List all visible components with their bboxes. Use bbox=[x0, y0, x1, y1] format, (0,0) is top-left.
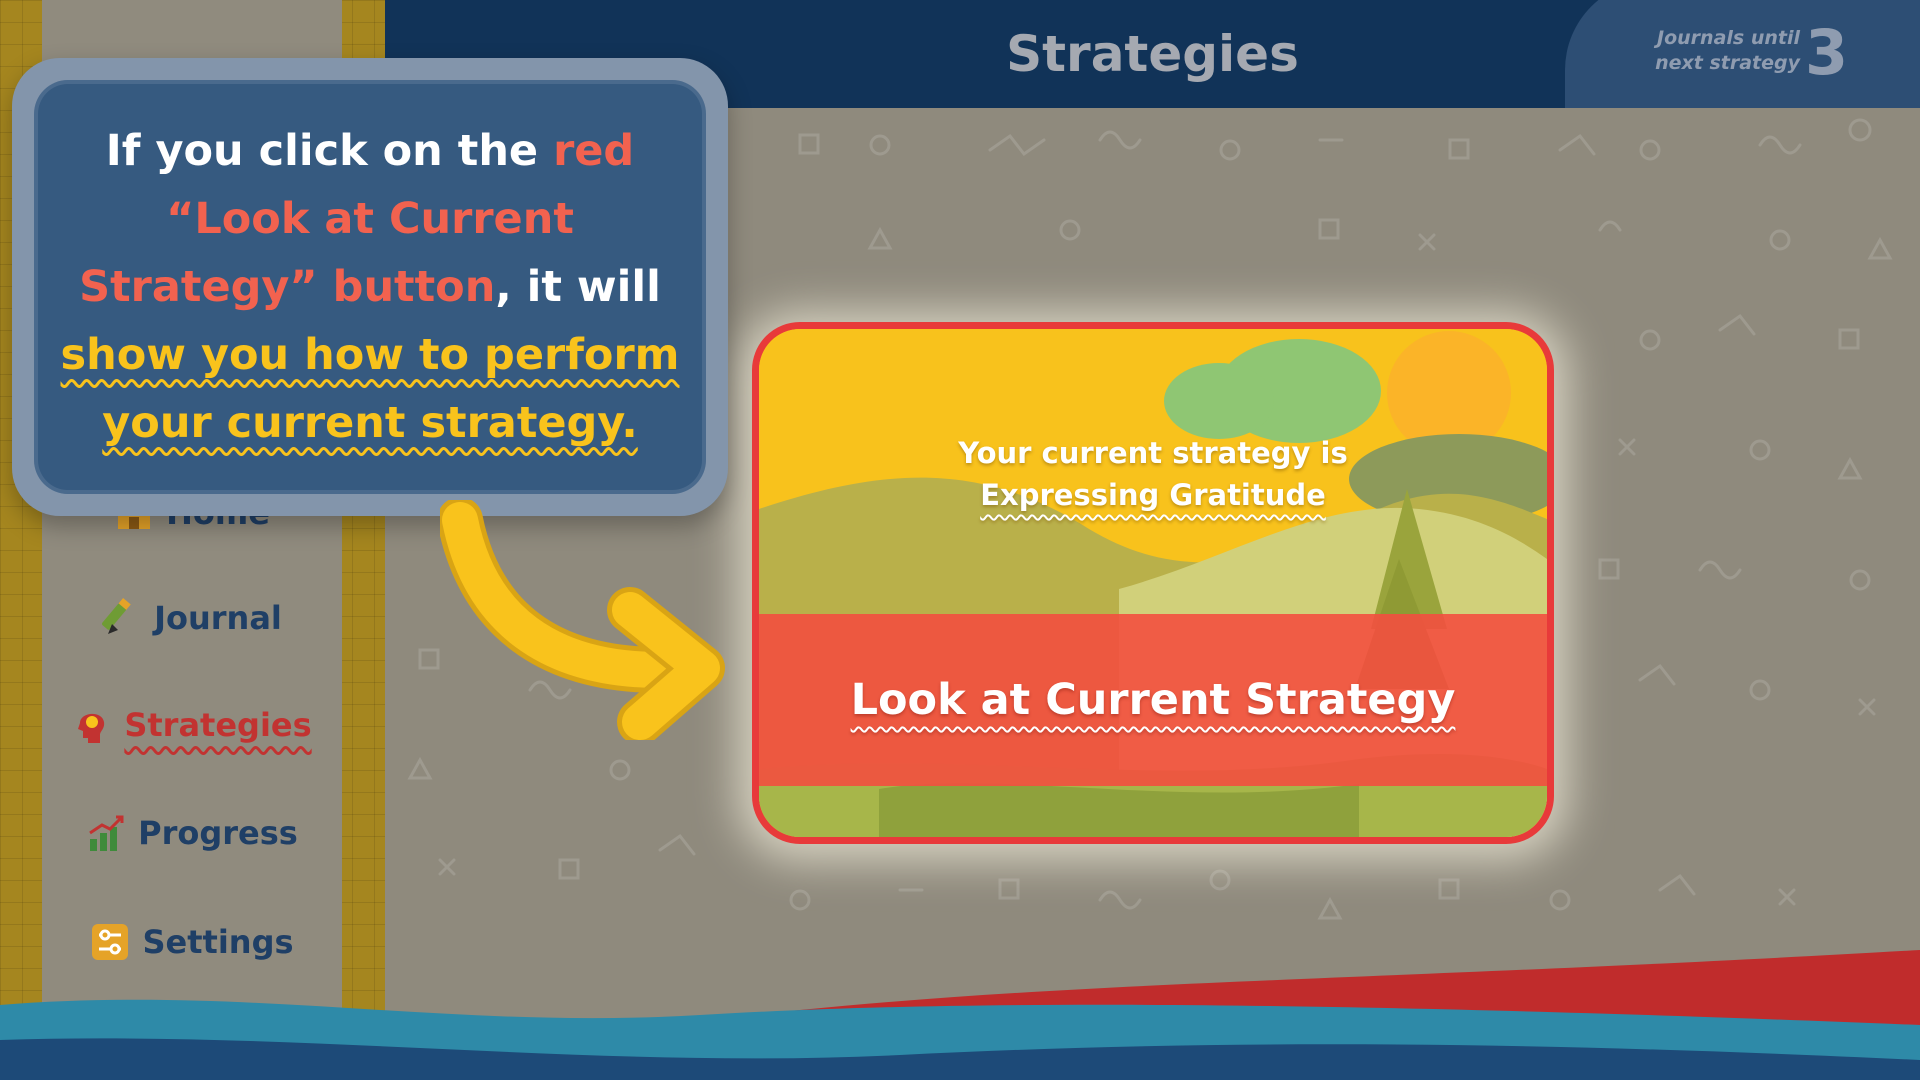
callout-text-part1: If you click on the bbox=[105, 126, 554, 176]
look-at-current-strategy-button[interactable]: Look at Current Strategy bbox=[759, 614, 1547, 786]
journals-label-line2: next strategy bbox=[1655, 52, 1800, 74]
sidebar-item-label: Strategies bbox=[124, 706, 312, 744]
journals-count: 3 bbox=[1805, 16, 1849, 89]
sidebar-item-journal[interactable]: Journal bbox=[42, 583, 342, 653]
bottom-waves bbox=[0, 950, 1920, 1080]
journals-label-line1: Journals until bbox=[1657, 27, 1800, 49]
bar-chart-icon bbox=[89, 815, 124, 851]
callout-text-part3: , it will bbox=[495, 262, 661, 312]
sidebar-item-label: Journal bbox=[154, 599, 282, 637]
pencil-icon bbox=[102, 598, 131, 634]
sliders-icon bbox=[92, 924, 129, 960]
journals-until-label: Journals until next strategy bbox=[1615, 26, 1800, 76]
callout-text-red: red “Look at Current Strategy” button bbox=[79, 126, 635, 312]
journals-counter-badge bbox=[1565, 0, 1920, 108]
tutorial-callout-text: If you click on the red “Look at Current… bbox=[54, 117, 686, 457]
sidebar-item-settings[interactable]: Settings bbox=[42, 907, 342, 977]
sidebar-item-label: Settings bbox=[142, 923, 294, 961]
sidebar-item-label: Progress bbox=[138, 814, 298, 852]
current-strategy-text: Your current strategy is Expressing Grat… bbox=[909, 432, 1397, 516]
head-bulb-icon bbox=[78, 713, 105, 743]
strategy-name: Expressing Gratitude bbox=[980, 478, 1326, 512]
sidebar-item-strategies[interactable]: Strategies bbox=[42, 690, 342, 760]
sidebar-item-progress[interactable]: Progress bbox=[42, 798, 342, 868]
tutorial-callout: If you click on the red “Look at Current… bbox=[34, 80, 706, 494]
button-label: Look at Current Strategy bbox=[850, 675, 1456, 725]
strategy-prefix: Your current strategy is bbox=[958, 436, 1348, 470]
callout-text-yellow: show you how to perform your current str… bbox=[60, 330, 680, 448]
page-title: Strategies bbox=[1006, 25, 1299, 83]
pointer-arrow bbox=[440, 500, 725, 740]
current-strategy-card: Your current strategy is Expressing Grat… bbox=[752, 322, 1554, 844]
